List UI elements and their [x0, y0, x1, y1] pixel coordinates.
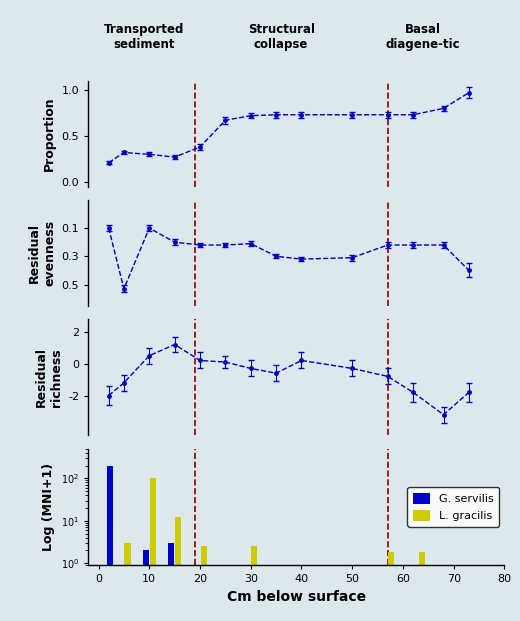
Bar	[124, 543, 131, 621]
Bar	[107, 466, 113, 621]
Bar	[175, 517, 181, 621]
Y-axis label: Log (MNI+1): Log (MNI+1)	[43, 463, 56, 551]
Bar	[388, 552, 394, 621]
Y-axis label: Residual
richness: Residual richness	[35, 347, 63, 407]
Bar	[201, 546, 206, 621]
Bar	[142, 550, 149, 621]
Y-axis label: Proportion: Proportion	[43, 96, 56, 171]
Text: Structural
collapse: Structural collapse	[248, 23, 315, 51]
Text: Basal
diagene‐tic: Basal diagene‐tic	[386, 23, 461, 51]
X-axis label: Cm below surface: Cm below surface	[227, 590, 366, 604]
Bar	[251, 546, 257, 621]
Y-axis label: Residual
evenness: Residual evenness	[28, 220, 56, 286]
Bar	[168, 543, 174, 621]
Text: Transported
sediment: Transported sediment	[104, 23, 185, 51]
Legend: G. servilis, L. gracilis: G. servilis, L. gracilis	[408, 487, 499, 527]
Bar	[150, 478, 156, 621]
Bar	[419, 552, 425, 621]
